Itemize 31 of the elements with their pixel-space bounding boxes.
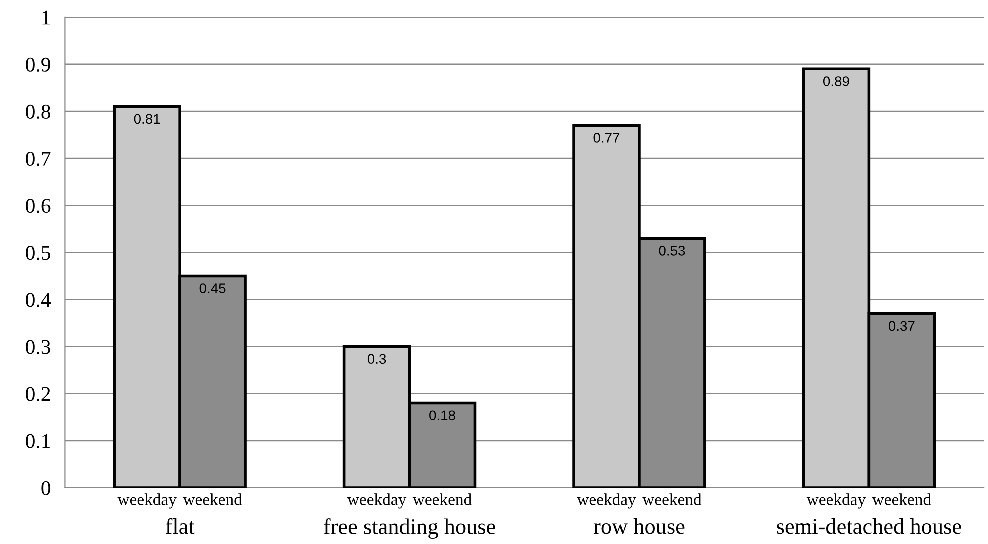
text: weekend <box>642 494 702 506</box>
y-tick-label: 0 <box>42 481 51 496</box>
x-tick-label: semi-detached house <box>777 518 962 534</box>
x-tick-label: row house <box>594 518 685 534</box>
text: weekday <box>806 494 866 509</box>
text: weekend <box>872 494 932 506</box>
series-label: weekend <box>183 494 242 506</box>
data-label: 0.18 <box>430 410 456 421</box>
text: weekday <box>577 494 636 509</box>
data-label: 0.81 <box>134 114 160 124</box>
x-tick-label: free standing house <box>324 518 496 539</box>
y-tick-label: 0.1 <box>26 434 50 448</box>
y-tick-label: 0.6 <box>26 199 51 214</box>
data-label: 0.3 <box>368 354 386 364</box>
x-tick-label: flat <box>166 518 195 534</box>
data-label: 0.37 <box>888 321 915 332</box>
data-label: 0.89 <box>823 76 850 86</box>
y-tick-label: 0.5 <box>26 246 51 260</box>
data-label: 0.53 <box>659 246 686 256</box>
y-tick-label: 0.2 <box>26 387 50 402</box>
y-tick-label: 0.4 <box>26 293 51 308</box>
y-tick-label: 0.3 <box>26 340 51 354</box>
y-tick-label: 0.9 <box>26 58 50 72</box>
text: weekend <box>412 494 472 506</box>
data-label: 0.45 <box>200 284 226 294</box>
y-tick-label: 0.7 <box>26 152 51 166</box>
y-tick-label: 1 <box>42 10 50 25</box>
data-label: 0.77 <box>594 133 620 143</box>
text: weekday <box>347 494 407 509</box>
series-label: weekday <box>118 494 177 509</box>
y-tick-label: 0.8 <box>26 104 51 120</box>
